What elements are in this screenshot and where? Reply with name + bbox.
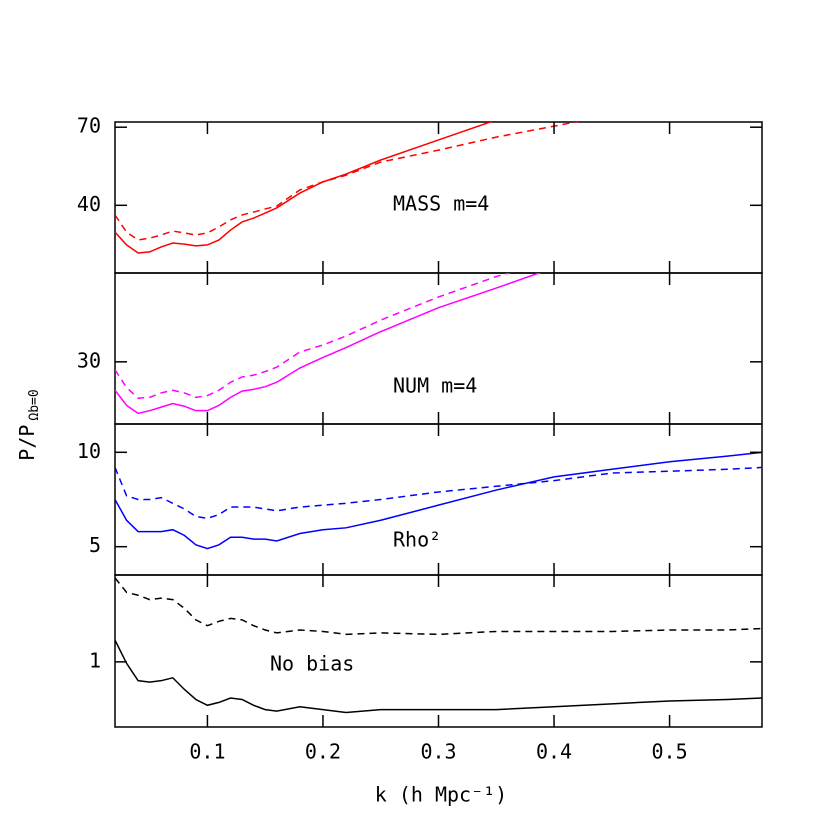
y-label-main: P/P: [15, 425, 39, 461]
x-tick-label: 0.2: [305, 740, 341, 764]
data-line: [115, 451, 762, 550]
annotation: Rho²: [393, 528, 441, 552]
data-line: [115, 273, 542, 415]
annotation: NUM m=4: [393, 374, 477, 398]
x-tick-label: 0.1: [189, 740, 225, 764]
y-tick-label: 30: [77, 348, 101, 372]
x-tick-label: 0.4: [536, 740, 572, 764]
data-line: [115, 122, 493, 254]
y-tick-label: 5: [89, 533, 101, 557]
x-tick-label: 0.3: [420, 740, 456, 764]
y-tick-label: 1: [89, 648, 101, 672]
data-line: [115, 273, 512, 400]
x-axis-label: k (h Mpc⁻¹): [375, 783, 507, 807]
y-axis-label: P/P Ωb=0: [15, 389, 42, 460]
annotation: No bias: [270, 652, 354, 676]
data-line: [115, 639, 762, 714]
data-line: [115, 466, 762, 520]
panel-frame: [114, 272, 763, 425]
panel-frame: [114, 423, 763, 576]
y-tick-label: 40: [77, 192, 101, 216]
y-tick-label: 10: [77, 439, 101, 463]
x-tick-label: 0.5: [652, 740, 688, 764]
data-line: [115, 122, 580, 241]
y-label-subscript: Ωb=0: [27, 389, 42, 420]
annotation: MASS m=4: [393, 192, 489, 216]
y-tick-label: 70: [77, 114, 101, 138]
